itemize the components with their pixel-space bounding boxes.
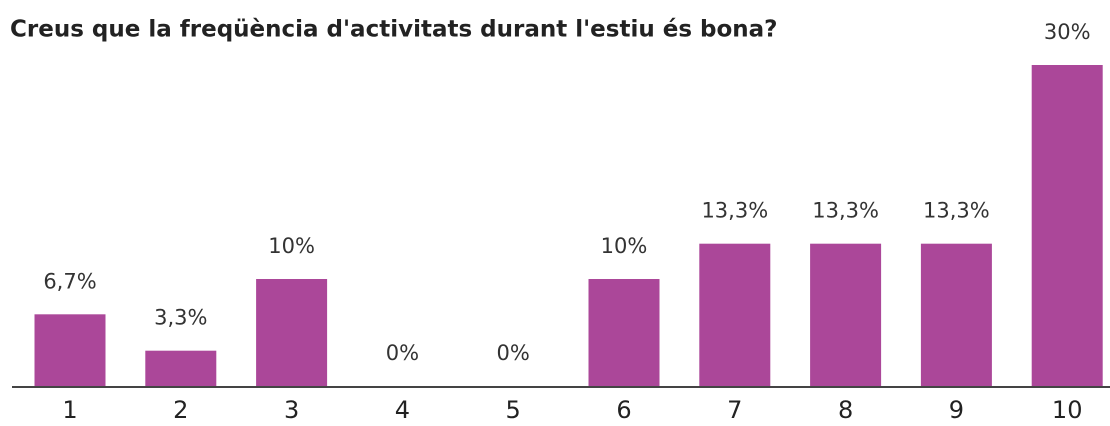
value-label: 0% <box>386 341 419 365</box>
x-tick-label: 2 <box>173 396 188 424</box>
value-label: 30% <box>1044 20 1091 44</box>
x-tick-label: 6 <box>616 396 631 424</box>
bar <box>1031 65 1103 386</box>
value-label: 10% <box>268 234 315 258</box>
x-tick-label: 3 <box>284 396 299 424</box>
value-label: 3,3% <box>154 306 207 330</box>
value-label: 13,3% <box>812 199 879 223</box>
value-label: 13,3% <box>701 199 768 223</box>
bar <box>34 314 106 386</box>
value-label: 13,3% <box>923 199 990 223</box>
x-tick-label: 8 <box>838 396 853 424</box>
bar <box>810 243 882 386</box>
x-tick-label: 7 <box>727 396 742 424</box>
bar <box>145 350 217 386</box>
bar <box>256 279 328 386</box>
bar <box>920 243 992 386</box>
x-tick-label: 5 <box>506 396 521 424</box>
value-label: 6,7% <box>43 269 96 293</box>
x-tick-label: 1 <box>62 396 77 424</box>
bar <box>699 243 771 386</box>
value-label: 0% <box>497 341 530 365</box>
x-tick-label: 9 <box>949 396 964 424</box>
chart-title: Creus que la freqüència d'activitats dur… <box>10 17 778 43</box>
x-tick-label: 10 <box>1052 396 1083 424</box>
bar <box>588 279 660 386</box>
x-tick-label: 4 <box>395 396 410 424</box>
value-label: 10% <box>601 234 648 258</box>
